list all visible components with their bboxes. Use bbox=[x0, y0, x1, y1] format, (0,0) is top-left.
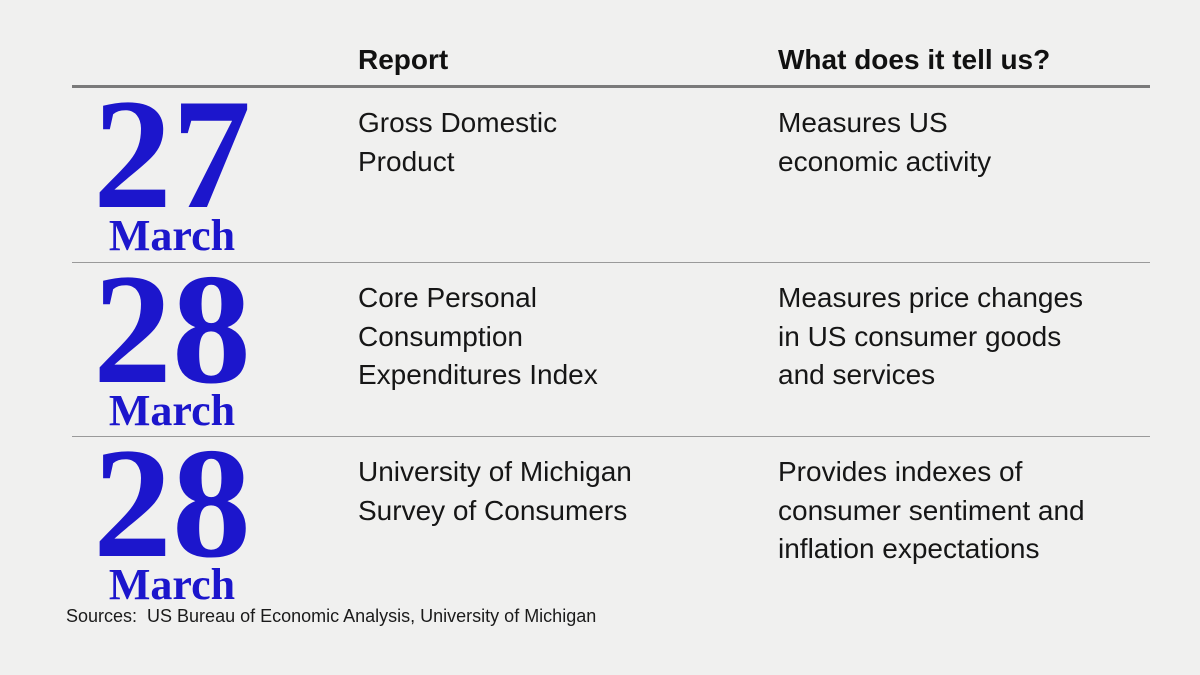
report-cell: Gross Domestic Product bbox=[358, 107, 558, 177]
report-cell: Core Personal Consumption Expenditures I… bbox=[358, 282, 598, 390]
date-month: March bbox=[108, 386, 236, 436]
table-header-row: Report What does it tell us? bbox=[72, 0, 1150, 88]
date-day: 27 bbox=[93, 67, 251, 242]
date-month: March bbox=[108, 560, 236, 610]
tellsus-cell: Measures price changes in US consumer go… bbox=[778, 282, 1084, 390]
date-cell: 27 March bbox=[72, 75, 358, 262]
economic-reports-table: Report What does it tell us? 27 March Gr… bbox=[72, 0, 1150, 607]
tellsus-cell: Provides indexes of consumer sentiment a… bbox=[778, 456, 1085, 564]
date-day: 28 bbox=[93, 242, 251, 417]
table-row: 28 March University of Michigan Survey o… bbox=[72, 424, 1150, 606]
date-cell: 28 March bbox=[72, 250, 358, 436]
table-row: 28 March Core Personal Consumption Expen… bbox=[72, 250, 1150, 437]
column-header-report: Report bbox=[358, 44, 449, 75]
date-month: March bbox=[108, 211, 236, 261]
tellsus-cell: Measures US economic activity bbox=[778, 107, 992, 177]
sources-note: Sources: US Bureau of Economic Analysis,… bbox=[66, 606, 597, 626]
date-day: 28 bbox=[93, 416, 251, 591]
date-cell: 28 March bbox=[72, 424, 358, 610]
table-row: 27 March Gross Domestic Product Measures… bbox=[72, 75, 1150, 263]
report-cell: University of Michigan Survey of Consume… bbox=[358, 456, 632, 526]
column-header-tellsus: What does it tell us? bbox=[778, 44, 1051, 75]
